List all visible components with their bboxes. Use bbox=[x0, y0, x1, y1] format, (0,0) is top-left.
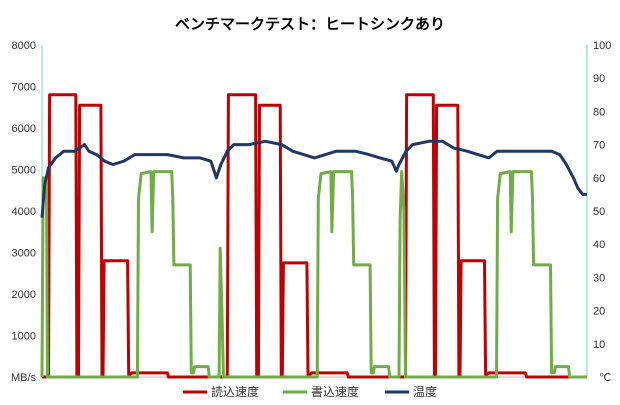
left-unit-label: MB/s bbox=[11, 372, 37, 384]
left-tick-label: 6000 bbox=[12, 123, 36, 135]
legend-label-0: 読込速度 bbox=[211, 384, 259, 399]
right-tick-label: 100 bbox=[593, 40, 611, 52]
right-tick-label: 70 bbox=[593, 140, 605, 152]
right-tick-label: 60 bbox=[593, 173, 605, 185]
right-tick-label: 40 bbox=[593, 239, 605, 251]
right-tick-label: 80 bbox=[593, 106, 605, 118]
left-tick-label: 8000 bbox=[12, 40, 36, 52]
axis-layer: 1000 2000 3000 4000 5000 6000 7000 8000 MB/s 10 20… bbox=[11, 40, 611, 384]
legend: 読込速度 書込速度 温度 bbox=[183, 384, 437, 399]
series-line-1 bbox=[40, 170, 587, 379]
left-tick-label: 4000 bbox=[12, 206, 36, 218]
right-tick-label: 10 bbox=[593, 339, 605, 351]
left-tick-label: 7000 bbox=[12, 82, 36, 94]
left-tick-label: 5000 bbox=[12, 165, 36, 177]
chart-title: ベンチマークテスト：ヒートシンクあり bbox=[175, 15, 445, 33]
right-tick-label: 50 bbox=[593, 206, 605, 218]
left-tick-label: 3000 bbox=[12, 248, 36, 260]
right-tick-label: 90 bbox=[593, 73, 605, 85]
series-layer bbox=[40, 93, 587, 379]
right-tick-label: 20 bbox=[593, 306, 605, 318]
right-tick-label: 30 bbox=[593, 272, 605, 284]
legend-label-1: 書込速度 bbox=[311, 384, 359, 399]
series-line-2 bbox=[40, 139, 587, 218]
left-tick-label: 2000 bbox=[12, 289, 36, 301]
right-unit-label: ℃ bbox=[599, 372, 611, 384]
legend-label-2: 温度 bbox=[413, 384, 437, 399]
series-line-0 bbox=[42, 93, 587, 379]
left-tick-label: 1000 bbox=[12, 331, 36, 343]
